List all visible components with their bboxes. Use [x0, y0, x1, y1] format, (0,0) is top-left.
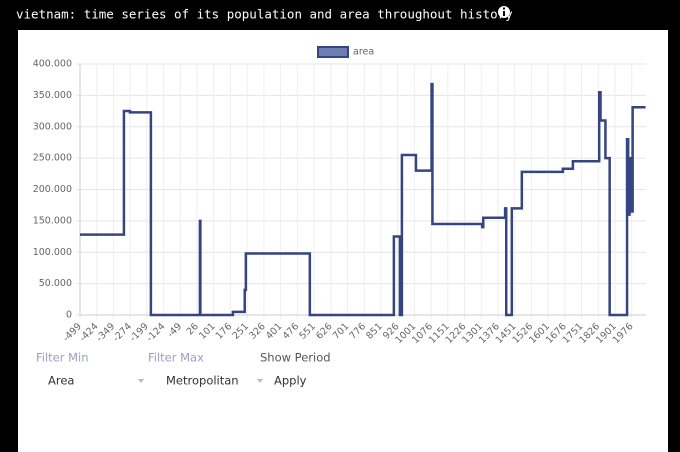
- legend-label: area: [353, 47, 374, 58]
- y-tick-label: 0: [66, 310, 72, 321]
- y-tick-label: 350.000: [33, 90, 72, 101]
- panel: [18, 30, 668, 452]
- y-tick-label: 400.000: [33, 59, 72, 70]
- measure-value: Area: [48, 374, 74, 388]
- measure-select[interactable]: Area: [48, 374, 144, 388]
- y-tick-label: 100.000: [33, 247, 72, 258]
- legend-swatch: [317, 46, 349, 58]
- data-line: [80, 82, 646, 317]
- page-title: vietnam: time series of its population a…: [16, 7, 513, 22]
- region-select[interactable]: Metropolitan: [166, 374, 263, 388]
- apply-button[interactable]: Apply: [274, 374, 307, 388]
- show-period-label: Show Period: [260, 351, 331, 365]
- filter-max-label: Filter Max: [148, 351, 204, 365]
- y-tick-label: 50.000: [39, 278, 72, 289]
- y-tick-label: 250.000: [33, 153, 72, 164]
- info-icon[interactable]: [498, 6, 510, 18]
- y-tick-label: 150.000: [33, 215, 72, 226]
- region-value: Metropolitan: [166, 374, 239, 388]
- chart: 0 50.000 100.000 150.000 200.000 250.000 300.0…: [33, 46, 646, 346]
- filter-min-label: Filter Min: [36, 351, 89, 365]
- y-tick-label: 300.000: [33, 121, 72, 132]
- y-tick-label: 200.000: [33, 184, 72, 195]
